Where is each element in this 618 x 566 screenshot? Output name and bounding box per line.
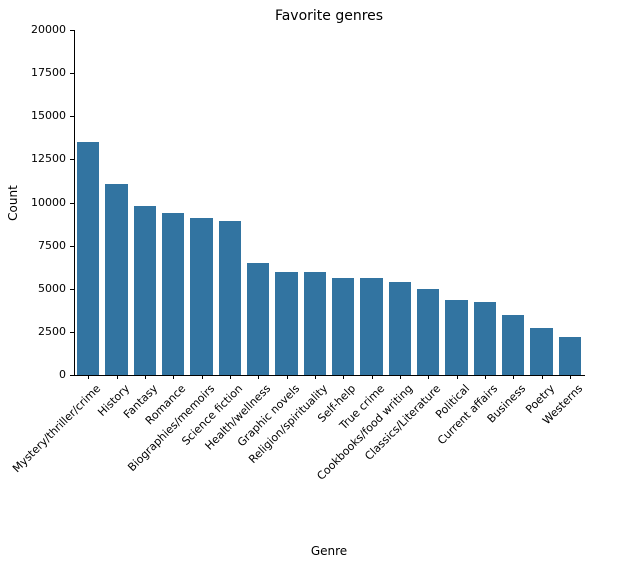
bar	[559, 337, 582, 375]
bar	[502, 315, 525, 375]
xtick-mark	[258, 375, 259, 379]
ytick-label: 20000	[16, 23, 66, 36]
bar	[389, 282, 412, 375]
ytick-mark	[70, 159, 74, 160]
xtick-mark	[117, 375, 118, 379]
ytick-label: 0	[16, 368, 66, 381]
xtick-mark	[230, 375, 231, 379]
xtick-mark	[145, 375, 146, 379]
xtick-mark	[570, 375, 571, 379]
bar	[134, 206, 157, 375]
bar	[530, 328, 553, 375]
bar	[445, 300, 468, 375]
ytick-label: 2500	[16, 325, 66, 338]
ytick-mark	[70, 116, 74, 117]
bar	[332, 278, 355, 375]
ytick-label: 17500	[16, 66, 66, 79]
bar	[417, 289, 440, 375]
bar	[77, 142, 100, 375]
bar	[474, 302, 497, 375]
xtick-mark	[542, 375, 543, 379]
ytick-mark	[70, 289, 74, 290]
ytick-mark	[70, 203, 74, 204]
ytick-mark	[70, 246, 74, 247]
xtick-mark	[173, 375, 174, 379]
bar	[162, 213, 185, 375]
xtick-mark	[400, 375, 401, 379]
bar	[105, 184, 128, 375]
xtick-mark	[88, 375, 89, 379]
ytick-label: 10000	[16, 196, 66, 209]
chart-title: Favorite genres	[74, 8, 584, 24]
bar	[219, 221, 242, 375]
ytick-mark	[70, 375, 74, 376]
ytick-mark	[70, 332, 74, 333]
ytick-label: 12500	[16, 152, 66, 165]
ytick-mark	[70, 73, 74, 74]
xtick-mark	[202, 375, 203, 379]
xtick-mark	[287, 375, 288, 379]
bar	[304, 272, 327, 376]
ytick-mark	[70, 30, 74, 31]
bar	[360, 278, 383, 375]
xtick-mark	[513, 375, 514, 379]
xtick-mark	[343, 375, 344, 379]
xtick-mark	[372, 375, 373, 379]
xtick-mark	[457, 375, 458, 379]
xtick-mark	[428, 375, 429, 379]
xtick-mark	[485, 375, 486, 379]
bar	[275, 272, 298, 376]
ytick-label: 7500	[16, 239, 66, 252]
bar	[247, 263, 270, 375]
ytick-label: 15000	[16, 109, 66, 122]
ytick-label: 5000	[16, 282, 66, 295]
bar	[190, 218, 213, 375]
xtick-mark	[315, 375, 316, 379]
y-axis-label: Count	[6, 185, 20, 221]
x-axis-label: Genre	[74, 544, 584, 558]
